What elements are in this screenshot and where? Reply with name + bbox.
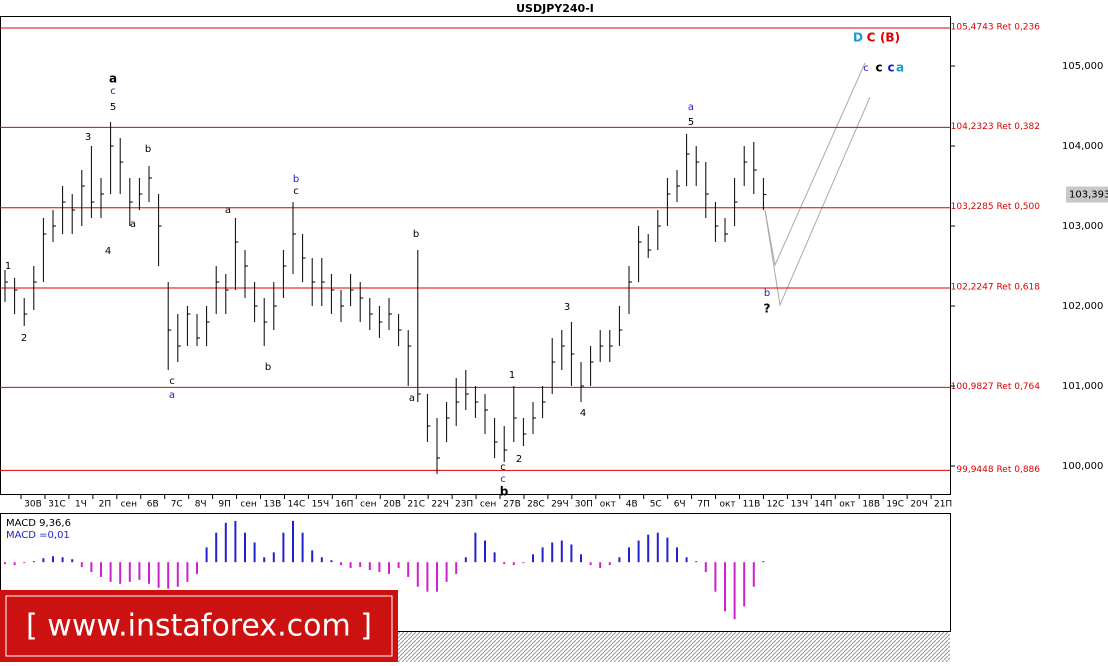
- x-tick-label: 20Ч: [910, 500, 928, 510]
- projection-line: [764, 96, 871, 307]
- macd-value: MACD =0,01: [6, 530, 70, 541]
- x-tick-label: 2П: [99, 500, 112, 510]
- retracement-label: 105,4743 Ret 0,236: [951, 23, 1041, 33]
- x-tick-label: сен: [480, 500, 496, 510]
- wave-label: b: [764, 288, 770, 299]
- wave-label: a: [130, 219, 136, 230]
- x-tick-label: 12С: [767, 500, 785, 510]
- wave-label: 2: [516, 454, 522, 465]
- x-tick-label: 6В: [147, 500, 159, 510]
- y-tick-label: 105,000: [1062, 61, 1103, 72]
- wave-label: c: [169, 376, 175, 387]
- wave-label: c: [887, 61, 894, 75]
- wave-label: 4: [105, 246, 111, 257]
- x-tick-label: 5С: [650, 500, 662, 510]
- x-tick-label: 30П: [575, 500, 593, 510]
- retracement-label: 99,9448 Ret 0,886: [956, 465, 1040, 475]
- x-tick-label: 15Ч: [312, 500, 330, 510]
- x-tick-label: 9П: [218, 500, 231, 510]
- y-tick-label: 104,000: [1062, 141, 1103, 152]
- x-tick-label: 7С: [171, 500, 183, 510]
- wave-label: c: [863, 63, 869, 74]
- x-tick-label: 8Ч: [195, 500, 207, 510]
- retracement-label: 100,9827 Ret 0,764: [951, 382, 1041, 392]
- wave-label: C: [867, 31, 876, 45]
- wave-label: b: [293, 174, 299, 185]
- wave-label: c: [875, 61, 882, 75]
- x-tick-label: 13Ч: [791, 500, 809, 510]
- y-tick-label: 103,000: [1062, 221, 1103, 232]
- wave-label: a: [688, 102, 694, 113]
- x-tick-label: 1Ч: [75, 500, 87, 510]
- x-tick-label: 21П: [934, 500, 952, 510]
- wave-label: c: [500, 462, 506, 473]
- x-tick-label: 6Ч: [674, 500, 686, 510]
- x-tick-label: сен: [360, 500, 376, 510]
- wave-label: a: [109, 72, 117, 86]
- x-tick-label: окт: [719, 500, 735, 510]
- wave-label: b: [265, 362, 271, 373]
- wave-label: 5: [110, 102, 116, 113]
- wave-label: 5: [688, 117, 694, 128]
- wave-label: 2: [21, 333, 27, 344]
- x-tick-label: сен: [121, 500, 137, 510]
- wave-label: b: [500, 485, 509, 499]
- wave-label: b: [413, 229, 419, 240]
- x-tick-label: 14П: [814, 500, 832, 510]
- retracement-label: 104,2323 Ret 0,382: [951, 122, 1040, 132]
- x-tick-label: 16П: [335, 500, 353, 510]
- last-price-box: [1066, 186, 1108, 203]
- wave-label: b: [145, 144, 151, 155]
- wave-label: 3: [85, 132, 91, 143]
- x-tick-label: 22Ч: [431, 500, 449, 510]
- x-tick-label: 19С: [886, 500, 904, 510]
- x-tick-label: окт: [600, 500, 616, 510]
- wave-label: ?: [764, 302, 771, 316]
- wave-label: a: [169, 390, 175, 401]
- x-tick-label: 4В: [626, 500, 638, 510]
- x-tick-label: 29Ч: [551, 500, 569, 510]
- x-tick-label: 30В: [24, 500, 42, 510]
- wave-label: (B): [880, 31, 900, 45]
- wave-label: 1: [5, 261, 11, 272]
- wave-label: c: [500, 474, 506, 485]
- wave-label: a: [409, 393, 415, 404]
- retracement-label: 103,2285 Ret 0,500: [951, 202, 1041, 212]
- watermark-box: [0, 590, 398, 662]
- main-frame: [0, 16, 951, 495]
- x-tick-label: 31С: [48, 500, 66, 510]
- watermark: [ www.instaforex.com ]: [26, 609, 372, 644]
- wave-label: c: [293, 186, 299, 197]
- y-tick-label: 101,000: [1062, 381, 1103, 392]
- x-tick-label: 20В: [383, 500, 401, 510]
- wave-label: D: [853, 31, 863, 45]
- last-price-label: 103,393: [1069, 190, 1108, 201]
- wave-label: 4: [580, 408, 586, 419]
- watermark-border: [5, 595, 393, 657]
- x-tick-label: сен: [240, 500, 256, 510]
- x-tick-label: 28С: [527, 500, 545, 510]
- x-tick-label: 13В: [264, 500, 282, 510]
- x-tick-label: 11В: [743, 500, 761, 510]
- wave-label: a: [225, 205, 231, 216]
- macd-title: MACD 9,36,6: [6, 518, 71, 529]
- wave-label: 3: [564, 302, 570, 313]
- y-tick-label: 102,000: [1062, 301, 1103, 312]
- x-tick-label: 18В: [862, 500, 880, 510]
- y-tick-label: 100,000: [1062, 461, 1103, 472]
- x-tick-label: 21С: [407, 500, 425, 510]
- retracement-label: 102,2247 Ret 0,618: [951, 283, 1041, 293]
- wave-label: c: [110, 86, 116, 97]
- x-tick-label: окт: [839, 500, 855, 510]
- x-tick-label: 27В: [503, 500, 521, 510]
- chart-title: USDJPY240-I: [516, 2, 594, 15]
- wave-label: 1: [509, 370, 515, 381]
- x-tick-label: 23П: [455, 500, 473, 510]
- wave-label: a: [896, 61, 904, 75]
- x-tick-label: 7П: [697, 500, 710, 510]
- x-tick-label: 14С: [288, 500, 306, 510]
